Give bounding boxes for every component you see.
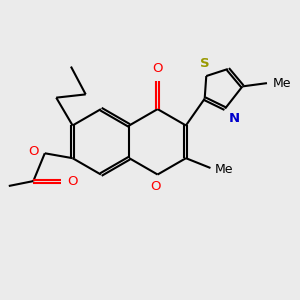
- Text: O: O: [152, 62, 163, 75]
- Text: O: O: [67, 175, 77, 188]
- Text: N: N: [228, 112, 239, 125]
- Text: O: O: [28, 145, 39, 158]
- Text: O: O: [151, 180, 161, 194]
- Text: Me: Me: [273, 76, 291, 90]
- Text: S: S: [200, 57, 209, 70]
- Text: Me: Me: [214, 163, 233, 176]
